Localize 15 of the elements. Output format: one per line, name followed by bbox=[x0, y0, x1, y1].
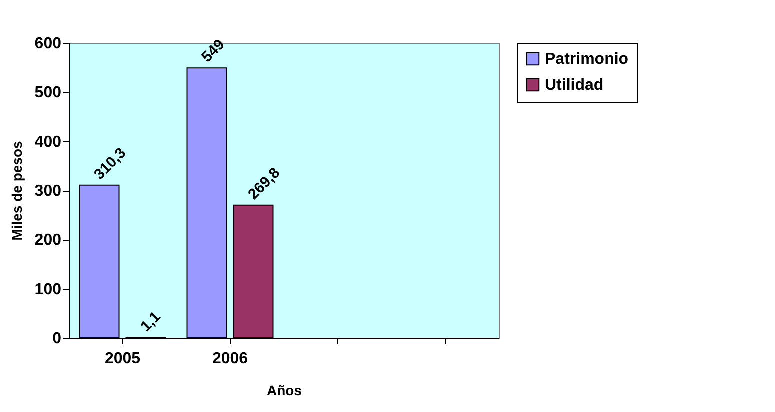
y-tick-label: 200 bbox=[34, 232, 62, 250]
legend-label: Utilidad bbox=[545, 77, 604, 94]
x-tick-label: 2005 bbox=[104, 350, 141, 368]
y-tick-label: 100 bbox=[34, 281, 62, 298]
x-tick-label: 2006 bbox=[212, 350, 248, 368]
x-axis-title: Años bbox=[267, 382, 302, 398]
y-tick-label: 600 bbox=[34, 36, 62, 52]
y-tick-label: 300 bbox=[34, 183, 62, 200]
y-axis-title: Miles de pesos bbox=[8, 140, 25, 241]
y-tick-label: 400 bbox=[34, 134, 62, 151]
y-tick-label: 0 bbox=[52, 330, 62, 348]
data-label: 549 bbox=[198, 36, 228, 66]
y-tick-label: 500 bbox=[34, 84, 62, 102]
legend-label: Patrimonio bbox=[545, 51, 629, 68]
data-label: 1,1 bbox=[138, 308, 164, 336]
